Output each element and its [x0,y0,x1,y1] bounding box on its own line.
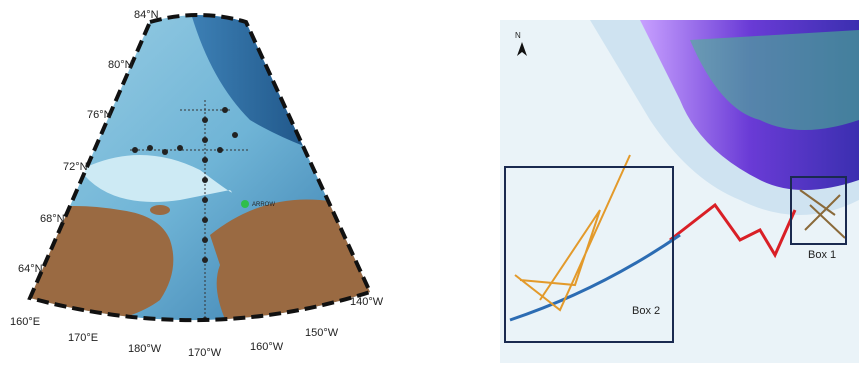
right-map [500,20,859,363]
lat-label: 80°N [108,59,133,71]
lon-label: 160°W [250,341,284,353]
station-label: ARROW [252,202,275,208]
lat-label: 68°N [40,213,65,225]
arrow-station [241,200,249,208]
left-map [20,0,380,350]
lon-label: 170°W [188,347,222,359]
lat-label: 76°N [87,109,112,121]
lon-label: 180°W [128,343,162,355]
island [150,205,170,215]
lon-label: 150°W [305,327,339,339]
box-label: Box 2 [632,305,660,317]
box-label: Box 1 [808,249,836,261]
lat-label: 64°N [18,263,43,275]
figure: ARROW 84°N 80°N 76°N 72°N 68°N 64°N 160°… [0,0,859,363]
north-label: N [515,31,521,40]
lon-label: 160°E [10,316,40,328]
lon-label: 170°E [68,332,98,344]
lat-label: 72°N [63,161,88,173]
lon-label: 140°W [350,296,384,308]
lat-label: 84°N [134,9,159,21]
